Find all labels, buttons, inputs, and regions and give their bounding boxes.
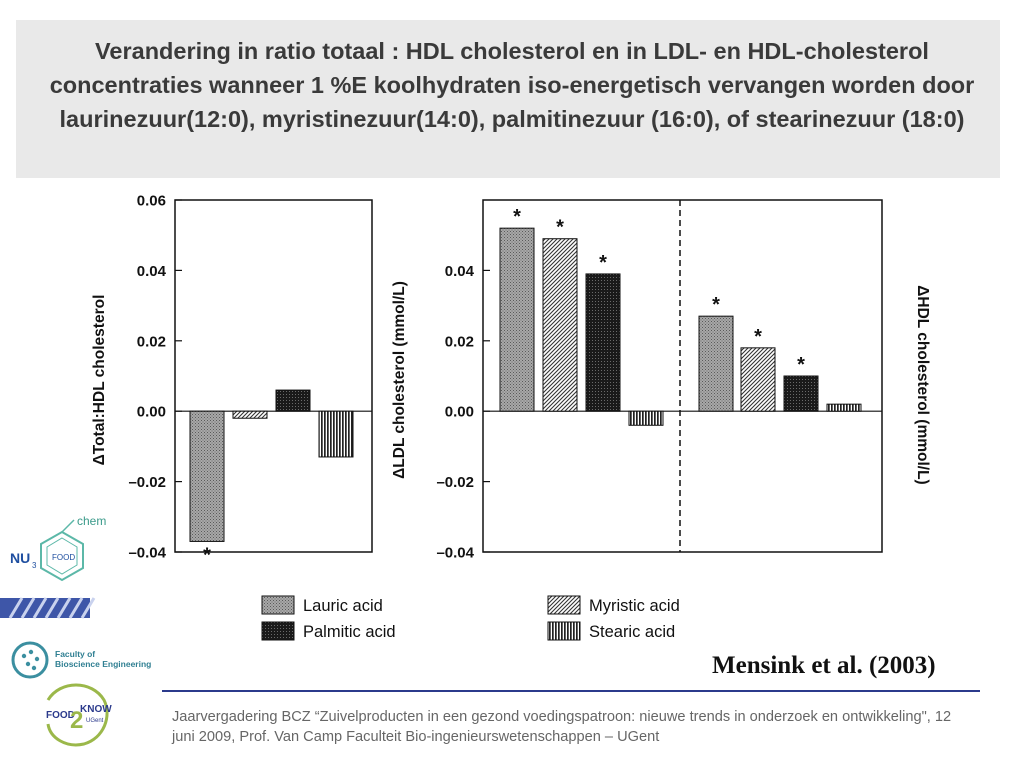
totalhdl-bar-myristic-acid [232,410,268,419]
ldl-bar-palmitic-acid [585,273,621,412]
ldl-bar-myristic-acid [542,238,578,412]
footer-text: Jaarvergadering BCZ “Zuivelproducten in … [172,709,952,745]
legend-label-lauric: Lauric acid [303,597,383,615]
ldl-bar-lauric-acid [499,227,535,412]
hdl-significance-marker: * [754,326,762,348]
y-axis-title-3: ΔHDL cholesterol (mmol/L) [914,285,931,484]
hdl-significance-marker: * [797,354,805,376]
y-tick-label: 0.04 [137,263,167,280]
footer-divider [162,690,980,692]
legend: Lauric acid Palmitic acid Myristic acid … [261,595,680,641]
ldl-significance-marker: * [513,206,521,228]
y-tick-label: 0.00 [137,404,166,421]
citation: Mensink et al. (2003) [712,652,936,679]
hdl-bar-lauric-acid [698,315,734,412]
hdl-significance-marker: * [712,294,720,316]
nu3food-logo: NU 3 FOOD chem [10,514,106,582]
totalhdl-significance-marker: * [203,544,211,566]
svg-text:FOOD: FOOD [46,710,75,721]
svg-text:chem: chem [77,514,106,528]
y-tick-label: 0.00 [445,404,474,421]
svg-text:UGent: UGent [86,718,104,724]
y-tick-label: 0.04 [445,263,475,280]
hdl-bar-palmitic-acid [783,375,819,412]
y-tick-label: –0.02 [436,474,474,491]
legend-label-myristic: Myristic acid [589,597,680,615]
hdl-bar-stearic-acid [826,403,862,412]
svg-text:Bioscience Engineering: Bioscience Engineering [55,659,151,669]
legend-label-stearic: Stearic acid [589,623,675,641]
y-tick-label: 0.02 [137,333,166,350]
totalhdl-bar-stearic-acid [318,410,354,458]
y-axis-title-1: ΔTotal:HDL cholesterol [91,295,108,466]
totalhdl-bar-palmitic-acid [275,389,311,412]
faculty-logo: Faculty of Bioscience Engineering [11,641,151,679]
svg-text:3: 3 [32,561,37,570]
y-tick-label: 0.02 [445,333,474,350]
chart-frame-2 [482,199,883,553]
legend-swatch-stearic [547,621,581,641]
chart-area: 0.06 0.04 0.02 0.00 –0.02 –0.04 0.04 0.02 0.00 –0… [91,193,931,567]
title-banner [16,20,1000,178]
y-tick-label: –0.04 [436,545,474,562]
ldl-significance-marker: * [599,252,607,274]
svg-text:NU: NU [10,550,30,566]
y-axis-title-2: ΔLDL cholesterol (mmol/L) [391,281,408,479]
svg-text:FOOD: FOOD [52,553,75,562]
legend-label-palmitic: Palmitic acid [303,623,396,641]
food2know-logo: FOOD 2 KNOW UGent [46,683,112,747]
decorative-stripes [0,597,96,619]
svg-text:Faculty of: Faculty of [55,649,95,659]
legend-swatch-myristic [547,595,581,615]
legend-swatch-lauric [261,595,295,615]
svg-text:KNOW: KNOW [80,704,112,715]
hdl-bar-myristic-acid [740,347,776,412]
y-tick-label: –0.02 [128,474,166,491]
legend-swatch-palmitic [261,621,295,641]
y-tick-label: 0.06 [137,193,166,210]
svg-text:2: 2 [70,707,83,734]
ldl-significance-marker: * [556,217,564,239]
totalhdl-bar-lauric-acid [189,410,225,542]
chart-frame-1 [174,199,373,553]
slide-title: Verandering in ratio totaal : HDL choles… [49,38,975,132]
ldl-bar-stearic-acid [628,410,664,426]
y-tick-label: –0.04 [128,545,166,562]
